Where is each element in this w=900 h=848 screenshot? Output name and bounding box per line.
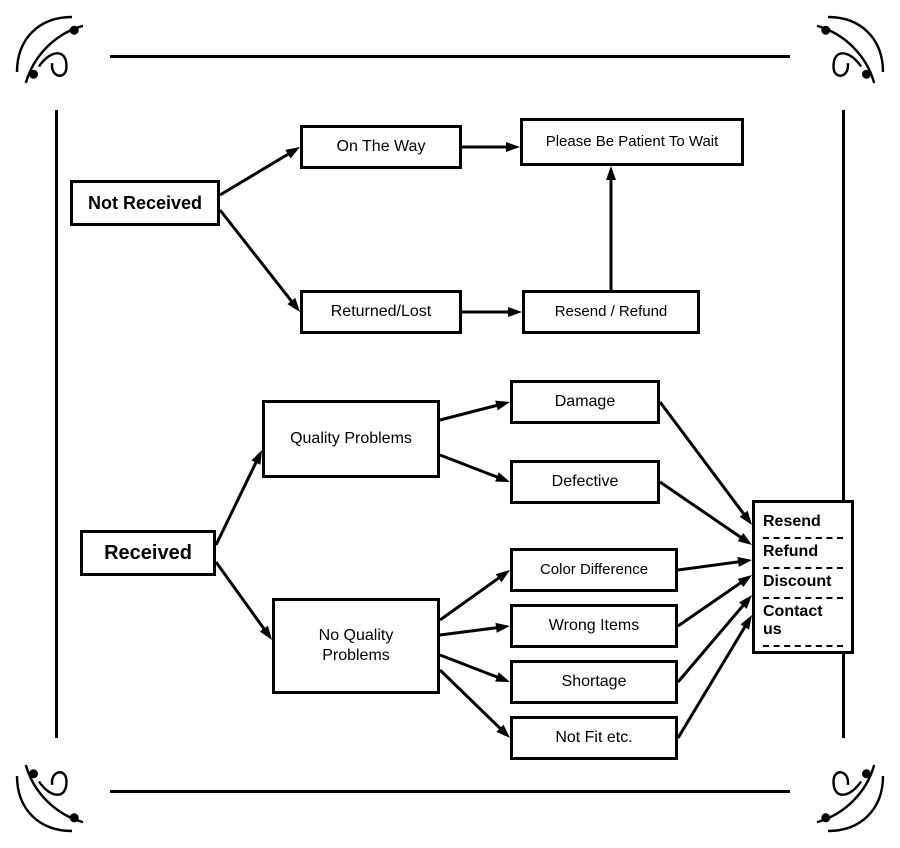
node-label: Not Fit etc.: [513, 726, 675, 750]
node-label: Please Be Patient To Wait: [523, 131, 741, 154]
outcome-item: Resend: [763, 509, 843, 539]
flowchart-canvas: Not Received On The Way Please Be Patien…: [0, 0, 900, 848]
corner-flourish-icon: [6, 6, 116, 116]
node-please-wait: Please Be Patient To Wait: [520, 118, 744, 166]
node-received: Received: [80, 530, 216, 576]
frame-top: [110, 55, 790, 58]
node-not-fit: Not Fit etc.: [510, 716, 678, 760]
node-label: Received: [83, 539, 213, 568]
node-label: Quality Problems: [265, 427, 437, 451]
node-shortage: Shortage: [510, 660, 678, 704]
node-label: Color Difference: [513, 559, 675, 582]
node-label: Returned/Lost: [303, 300, 459, 324]
node-label: Resend / Refund: [525, 301, 697, 324]
node-label: On The Way: [303, 135, 459, 159]
outcome-item: Discount: [763, 569, 843, 599]
corner-flourish-icon: [784, 732, 894, 842]
node-label: Damage: [513, 390, 657, 414]
node-label: Wrong Items: [513, 614, 675, 638]
frame-left: [55, 110, 58, 738]
node-on-the-way: On The Way: [300, 125, 462, 169]
node-returned-lost: Returned/Lost: [300, 290, 462, 334]
node-not-received: Not Received: [70, 180, 220, 226]
node-label: Defective: [513, 470, 657, 494]
outcome-item: Contact us: [763, 599, 843, 647]
corner-flourish-icon: [6, 732, 116, 842]
node-label: Not Received: [73, 190, 217, 217]
node-no-quality-problems: No Quality Problems: [272, 598, 440, 694]
outcome-item: Refund: [763, 539, 843, 569]
frame-bottom: [110, 790, 790, 793]
corner-flourish-icon: [784, 6, 894, 116]
node-resend-refund: Resend / Refund: [522, 290, 700, 334]
node-color-difference: Color Difference: [510, 548, 678, 592]
node-label: Shortage: [513, 670, 675, 694]
outcome-box: Resend Refund Discount Contact us: [752, 500, 854, 654]
node-quality-problems: Quality Problems: [262, 400, 440, 478]
node-label: No Quality Problems: [275, 624, 437, 668]
node-defective: Defective: [510, 460, 660, 504]
node-damage: Damage: [510, 380, 660, 424]
node-wrong-items: Wrong Items: [510, 604, 678, 648]
